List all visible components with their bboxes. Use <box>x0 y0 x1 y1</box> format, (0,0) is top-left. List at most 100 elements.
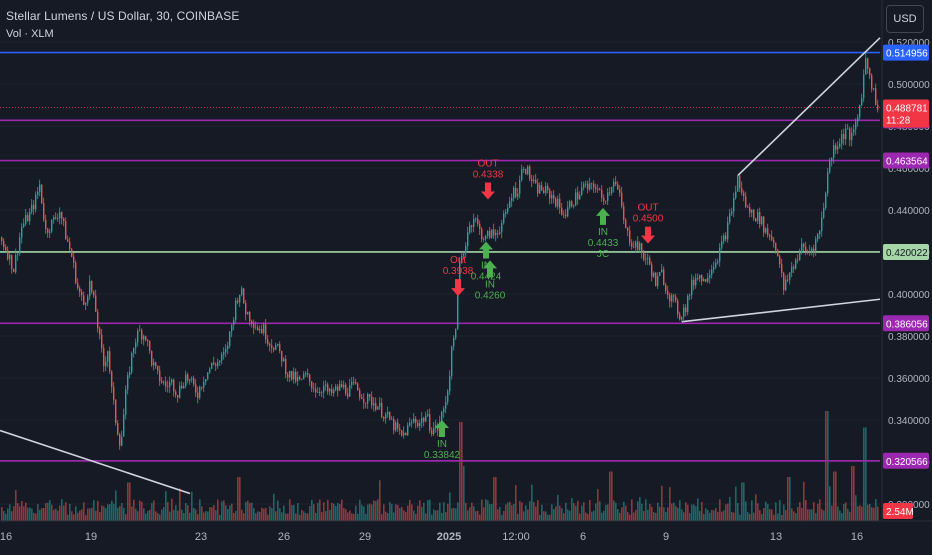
volume-tag-label: 2.54M <box>886 507 914 518</box>
candle <box>865 53 867 75</box>
candle <box>409 417 411 427</box>
candle-body <box>413 418 415 423</box>
candle-body <box>403 432 405 436</box>
candle-body <box>663 269 665 285</box>
candle <box>299 375 301 381</box>
candle <box>607 188 609 206</box>
volume-bar <box>105 508 107 521</box>
candle-body <box>361 397 363 399</box>
candle-body <box>55 217 57 219</box>
candle-body <box>789 272 791 280</box>
volume-bar <box>65 502 67 521</box>
price-tick-label: 0.520000 <box>888 38 930 49</box>
volume-bar <box>369 503 371 521</box>
volume-bar <box>221 501 223 521</box>
candle-body <box>295 371 297 382</box>
candle <box>209 367 211 374</box>
candle <box>297 371 299 386</box>
candle <box>391 415 393 420</box>
candle-body <box>867 58 869 69</box>
volume-bar <box>607 504 609 521</box>
candle <box>171 378 173 386</box>
volume-bar <box>51 504 53 521</box>
candle-body <box>803 243 805 247</box>
candle-body <box>399 428 401 431</box>
candle <box>47 227 49 238</box>
candle-body <box>851 132 853 141</box>
candle <box>793 264 795 274</box>
currency-button[interactable]: USD <box>886 5 924 33</box>
volume-bar <box>827 411 829 521</box>
candle <box>183 382 185 389</box>
candle-body <box>433 428 435 435</box>
candle-body <box>17 253 19 255</box>
volume-bar <box>171 498 173 521</box>
candle <box>307 368 309 378</box>
candle <box>843 128 845 146</box>
volume-bar <box>539 514 541 521</box>
candle <box>7 246 9 261</box>
volume-bar <box>201 506 203 521</box>
volume-bar <box>305 513 307 521</box>
candle <box>615 176 617 187</box>
volume-bar <box>315 512 317 521</box>
volume-bar <box>761 513 763 521</box>
candle <box>73 252 75 269</box>
volume-bar <box>621 507 623 521</box>
candle <box>343 380 345 390</box>
volume-bar <box>693 504 695 521</box>
volume-tag: 2.54M <box>883 503 914 519</box>
candle-body <box>7 250 9 260</box>
volume-bar <box>381 514 383 521</box>
volume-bar <box>517 513 519 521</box>
candle-body <box>19 237 21 254</box>
volume-indicator-label[interactable]: Vol · XLM <box>6 28 54 40</box>
price-tag-label: 0.463564 <box>886 157 928 168</box>
candle <box>447 389 449 406</box>
volume-bar <box>631 499 633 521</box>
time-tick-label: 9 <box>663 531 669 543</box>
volume-bar <box>259 511 261 521</box>
volume-bar <box>505 504 507 521</box>
candle <box>15 248 17 274</box>
candle-body <box>337 386 339 391</box>
candle <box>11 254 13 274</box>
candle <box>855 118 857 136</box>
candle-body <box>623 206 625 220</box>
volume-bar <box>21 501 23 521</box>
volume-bar <box>819 499 821 521</box>
candle-body <box>199 386 201 398</box>
candle <box>875 83 877 106</box>
candle-body <box>171 379 173 383</box>
candle <box>449 370 451 396</box>
candle <box>809 244 811 256</box>
candle-body <box>699 275 701 279</box>
candle <box>279 341 281 354</box>
volume-bar <box>301 509 303 521</box>
volume-bar <box>867 504 869 521</box>
candle-body <box>767 228 769 236</box>
candle-body <box>849 128 851 141</box>
volume-bar <box>789 477 791 521</box>
candle-body <box>603 197 605 201</box>
candle-body <box>395 422 397 431</box>
candle-body <box>173 379 175 392</box>
candle-body <box>321 392 323 394</box>
candle-body <box>121 436 123 446</box>
candle-body <box>13 269 15 272</box>
volume-bar <box>341 499 343 521</box>
volume-bar <box>715 508 717 521</box>
candle <box>477 214 479 227</box>
volume-bar <box>245 501 247 521</box>
candle-body <box>817 234 819 240</box>
candle-body <box>871 75 873 89</box>
candle <box>833 139 835 164</box>
candle <box>517 188 519 200</box>
volume-bar <box>81 509 83 521</box>
candle <box>503 210 505 225</box>
candle-body <box>513 187 515 199</box>
price-tick-label: 0.460000 <box>888 164 930 175</box>
volume-bar <box>13 506 15 521</box>
